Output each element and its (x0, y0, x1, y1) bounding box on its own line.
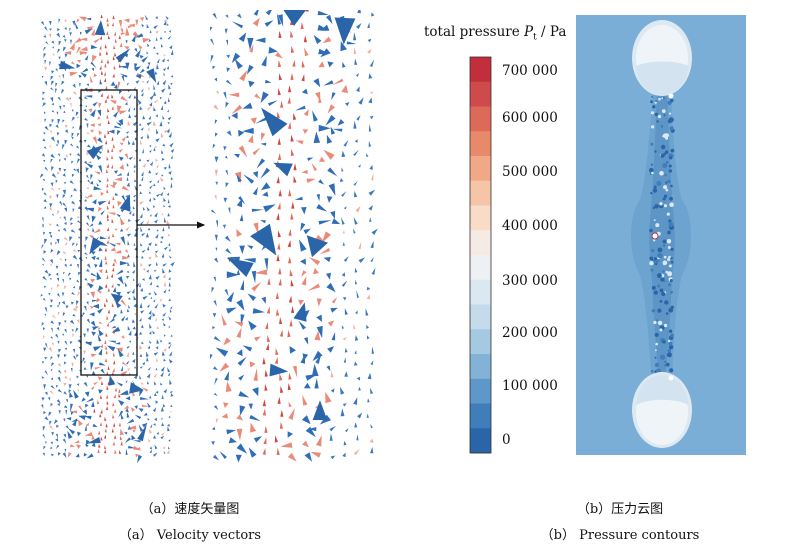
colorbar (469, 56, 492, 454)
colorbar-band (470, 428, 491, 454)
colorbar-band (470, 378, 491, 404)
colorbar-title-prefix: total pressure (424, 24, 525, 40)
caption-a-cn: （a）速度矢量图 (140, 502, 240, 517)
colorbar-tick: 500 000 (502, 164, 558, 180)
colorbar-tick: 0 (502, 432, 511, 448)
velocity-vector-zoom (210, 10, 378, 463)
colorbar-tick: 700 000 (502, 63, 558, 79)
colorbar-band (470, 329, 491, 355)
colorbar-tick: 300 000 (502, 273, 558, 289)
colorbar-tick: 400 000 (502, 218, 558, 234)
caption-b-cn: （b）压力云图 (576, 502, 664, 517)
colorbar-symbol: P (524, 24, 534, 40)
colorbar-band (470, 81, 491, 107)
colorbar-band (470, 57, 491, 83)
colorbar-band (470, 279, 491, 305)
colorbar-band (470, 255, 491, 281)
colorbar-band (470, 180, 491, 206)
caption-a-en: （a） Velocity vectors (118, 528, 262, 543)
velocity-vector-field (40, 15, 175, 464)
pressure-contour-plot (576, 15, 746, 455)
colorbar-band (470, 131, 491, 157)
colorbar-band (470, 106, 491, 132)
colorbar-title: total pressure Pt / Pa (424, 24, 566, 43)
colorbar-band (470, 403, 491, 429)
colorbar-tick: 600 000 (502, 110, 558, 126)
colorbar-unit: / Pa (536, 24, 567, 40)
caption-b-en: （b） Pressure contours (540, 528, 700, 543)
colorbar-band (470, 156, 491, 182)
colorbar-band (470, 354, 491, 380)
colorbar-band (470, 230, 491, 256)
colorbar-tick: 100 000 (502, 378, 558, 394)
colorbar-subscript: t (533, 32, 537, 43)
colorbar-band (470, 304, 491, 330)
zoom-frame (80, 89, 138, 376)
colorbar-tick: 200 000 (502, 325, 558, 341)
colorbar-band (470, 205, 491, 231)
